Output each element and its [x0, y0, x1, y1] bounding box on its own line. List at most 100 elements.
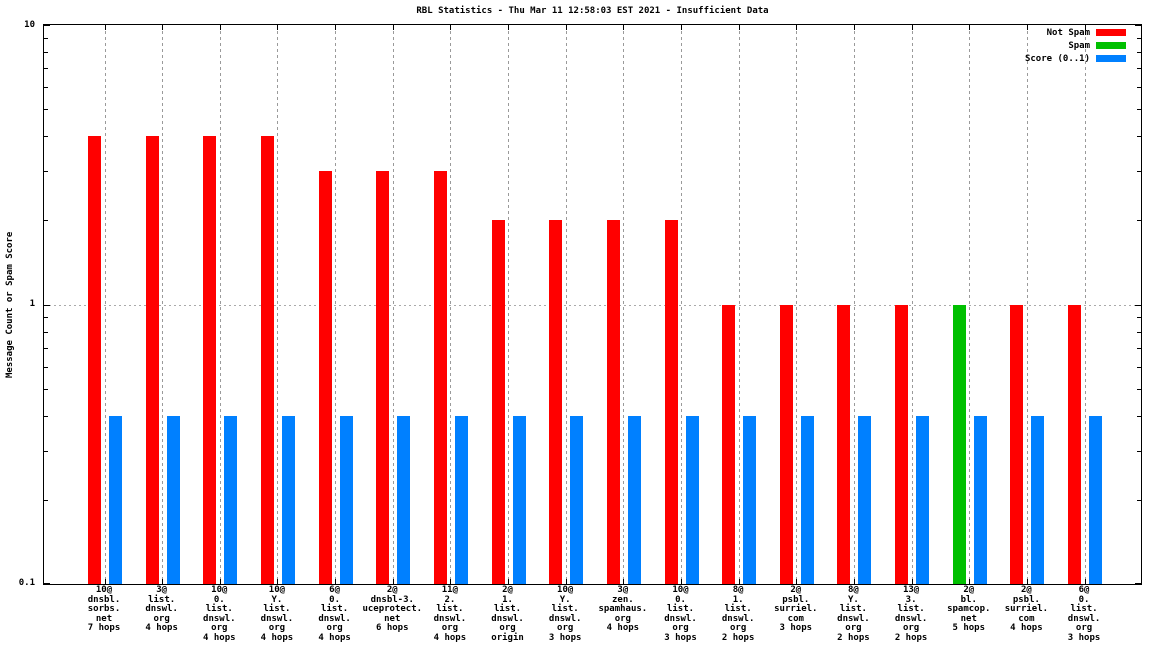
bar-score	[916, 415, 930, 584]
y-tick	[1137, 109, 1141, 111]
bar-score	[685, 415, 699, 584]
legend-swatch-score	[1096, 55, 1126, 62]
x-gridline	[1026, 25, 1028, 584]
bar-score	[281, 415, 295, 584]
y-tick	[44, 87, 48, 88]
y-tick	[1135, 25, 1141, 26]
x-tick	[911, 25, 913, 30]
legend: Not Spam Spam Score (0..1)	[1025, 26, 1126, 65]
x-tick	[162, 579, 164, 584]
x-tick	[219, 579, 221, 584]
y-axis-tick-labels: 10 1 0.1	[0, 20, 39, 588]
y-tick	[44, 388, 48, 390]
bar-spam	[952, 304, 966, 584]
x-tick-label: 2@ 1. list. dnswl. org origin	[491, 585, 524, 643]
x-tick	[1084, 25, 1086, 30]
y-tick	[44, 317, 48, 319]
bar-not-spam	[260, 136, 274, 584]
y-tick-label-10: 10	[24, 20, 35, 30]
y-tick	[44, 415, 48, 417]
bar-score	[858, 415, 872, 584]
y-tick	[1137, 68, 1141, 70]
x-tick	[565, 25, 567, 30]
y-tick	[1137, 52, 1141, 54]
y-tick-label-1: 1	[29, 299, 35, 309]
x-tick	[162, 25, 164, 30]
bar-not-spam	[1068, 304, 1082, 584]
y-tick	[44, 331, 48, 333]
bar-not-spam	[433, 171, 447, 584]
y-tick	[44, 136, 48, 138]
chart-title: RBL Statistics - Thu Mar 11 12:58:03 EST…	[416, 6, 769, 16]
legend-label-spam: Spam	[1068, 40, 1090, 51]
y-tick	[44, 450, 48, 452]
bar-not-spam	[779, 304, 793, 584]
x-tick-label: 10@ Y. list. dnswl. org 4 hops	[260, 585, 294, 643]
y-tick	[44, 37, 48, 39]
bar-score	[454, 415, 468, 584]
plot-area	[43, 24, 1142, 585]
x-tick	[335, 25, 337, 30]
x-tick	[738, 579, 740, 584]
y-tick	[1135, 583, 1141, 584]
bar-not-spam	[145, 136, 159, 584]
bar-not-spam	[549, 220, 563, 584]
x-tick	[623, 25, 625, 30]
x-gridline	[392, 25, 394, 584]
x-tick	[450, 25, 452, 30]
bar-score	[166, 415, 180, 584]
x-tick-label: 8@ Y. list. dnswl. org 2 hops	[837, 585, 870, 643]
x-tick	[681, 25, 682, 30]
x-gridline	[969, 25, 971, 584]
x-tick	[104, 25, 106, 30]
x-tick	[853, 25, 855, 30]
bar-score	[339, 415, 353, 584]
y-tick	[1137, 171, 1141, 173]
bar-not-spam	[722, 304, 736, 584]
x-tick-label: 6@ 0. list. dnswl. org 3 hops	[1067, 585, 1101, 643]
x-gridline	[796, 25, 798, 584]
y-tick	[1137, 499, 1141, 501]
x-gridline	[335, 25, 337, 584]
x-gridline	[450, 25, 452, 584]
x-gridline	[911, 25, 913, 584]
x-tick-label: 10@ 0. list. dnswl. org 4 hops	[203, 585, 236, 643]
x-gridline	[565, 25, 567, 584]
x-tick	[969, 579, 971, 584]
x-tick	[796, 25, 798, 30]
y-tick	[1137, 347, 1141, 349]
x-tick	[450, 579, 452, 584]
y-tick	[44, 220, 48, 222]
x-tick	[508, 25, 510, 30]
x-tick	[277, 579, 279, 584]
bar-not-spam	[491, 220, 505, 584]
x-tick	[277, 25, 279, 30]
bar-not-spam	[88, 136, 101, 584]
x-tick	[508, 579, 510, 584]
bar-not-spam	[895, 304, 909, 584]
x-tick-label: 3@ zen. spamhaus. org 4 hops	[598, 585, 648, 634]
bar-score	[397, 415, 411, 584]
legend-row-spam: Spam	[1025, 39, 1126, 52]
x-tick	[681, 579, 682, 584]
x-gridline	[508, 25, 510, 584]
bar-not-spam	[203, 136, 217, 584]
y-tick	[44, 68, 48, 70]
x-tick-label: 10@ dnsbl. sorbs. net 7 hops	[87, 585, 121, 634]
legend-row-not-spam: Not Spam	[1025, 26, 1126, 39]
bar-score	[570, 415, 584, 584]
legend-label-not-spam: Not Spam	[1046, 27, 1090, 38]
y-tick	[1137, 87, 1141, 88]
x-tick	[392, 25, 394, 30]
legend-row-score: Score (0..1)	[1025, 52, 1126, 65]
y-tick	[44, 171, 48, 173]
x-axis-tick-labels: 10@ dnsbl. sorbs. net 7 hops 3@ list. dns…	[43, 585, 1142, 648]
bar-score	[973, 415, 987, 584]
legend-swatch-spam	[1096, 42, 1126, 49]
x-tick	[969, 25, 971, 30]
x-gridline	[219, 25, 221, 584]
x-tick-label: 2@ dnsbl-3. uceprotect. net 6 hops	[362, 585, 423, 634]
x-gridline	[277, 25, 279, 584]
x-gridline	[162, 25, 164, 584]
x-tick-label: 2@ psbl. surriel. com 4 hops	[1004, 585, 1049, 634]
